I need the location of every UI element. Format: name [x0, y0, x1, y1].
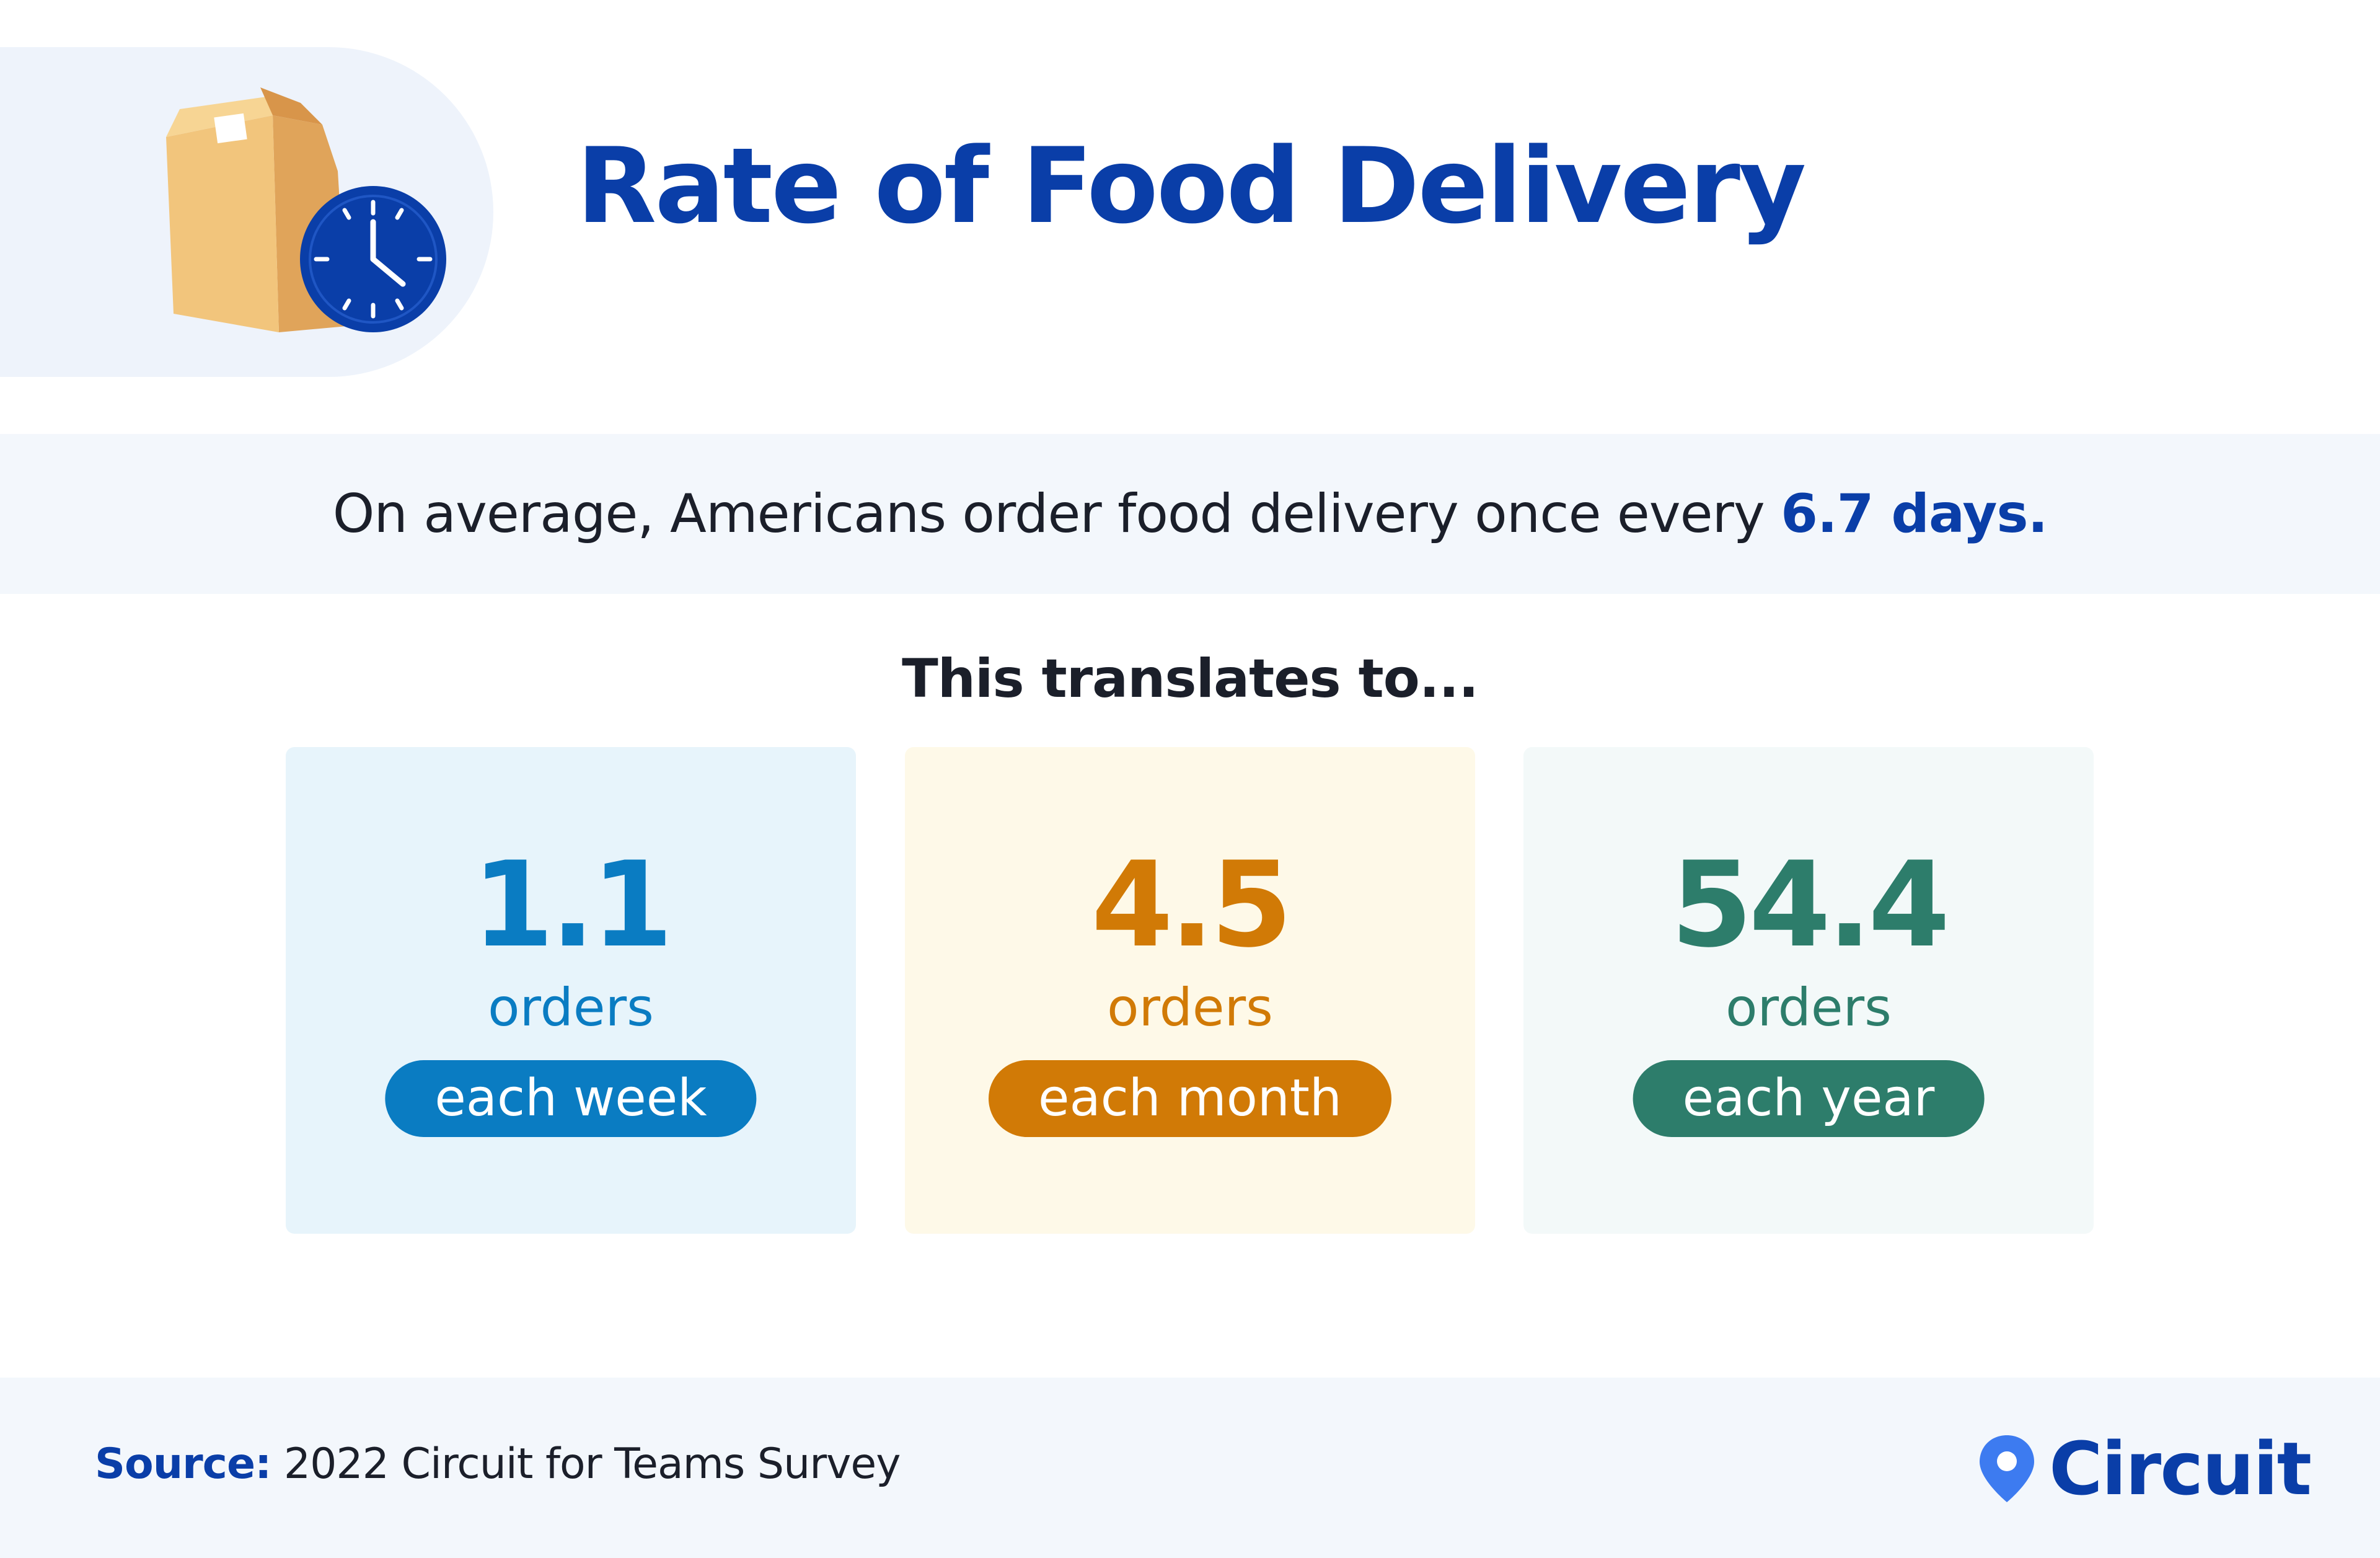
card-period-pill: each month — [989, 1060, 1391, 1137]
stat-card-year: 54.4 orders each year — [1523, 747, 2094, 1234]
footer: Source: 2022 Circuit for Teams Survey Ci… — [0, 1378, 2380, 1558]
brand-name: Circuit — [2049, 1426, 2312, 1512]
card-value: 54.4 — [1670, 836, 1950, 973]
stat-card-week: 1.1 orders each week — [286, 747, 856, 1234]
food-bag-with-clock-icon — [166, 87, 446, 332]
card-unit: orders — [488, 977, 654, 1038]
stat-highlight: 6.7 days. — [1781, 483, 2048, 545]
subheading: This translates to... — [902, 648, 1479, 710]
header-icon-pill — [0, 47, 493, 377]
source-label: Source: — [95, 1440, 271, 1489]
card-period-pill: each year — [1633, 1060, 1985, 1137]
stat-band: On average, Americans order food deliver… — [0, 434, 2380, 594]
source-citation: Source: 2022 Circuit for Teams Survey — [95, 1440, 901, 1489]
map-pin-icon — [1980, 1435, 2034, 1502]
stat-card-month: 4.5 orders each month — [905, 747, 1475, 1234]
page-title: Rate of Food Delivery — [576, 125, 1806, 247]
card-value: 4.5 — [1091, 836, 1293, 973]
source-text: 2022 Circuit for Teams Survey — [271, 1440, 901, 1489]
stat-prefix: On average, Americans order food deliver… — [332, 483, 1781, 545]
card-period-pill: each week — [385, 1060, 757, 1137]
stat-sentence: On average, Americans order food deliver… — [333, 483, 2048, 545]
card-unit: orders — [1726, 977, 1892, 1038]
card-unit: orders — [1107, 977, 1273, 1038]
card-value: 1.1 — [472, 836, 674, 973]
brand-logo: Circuit — [1977, 1426, 2312, 1512]
